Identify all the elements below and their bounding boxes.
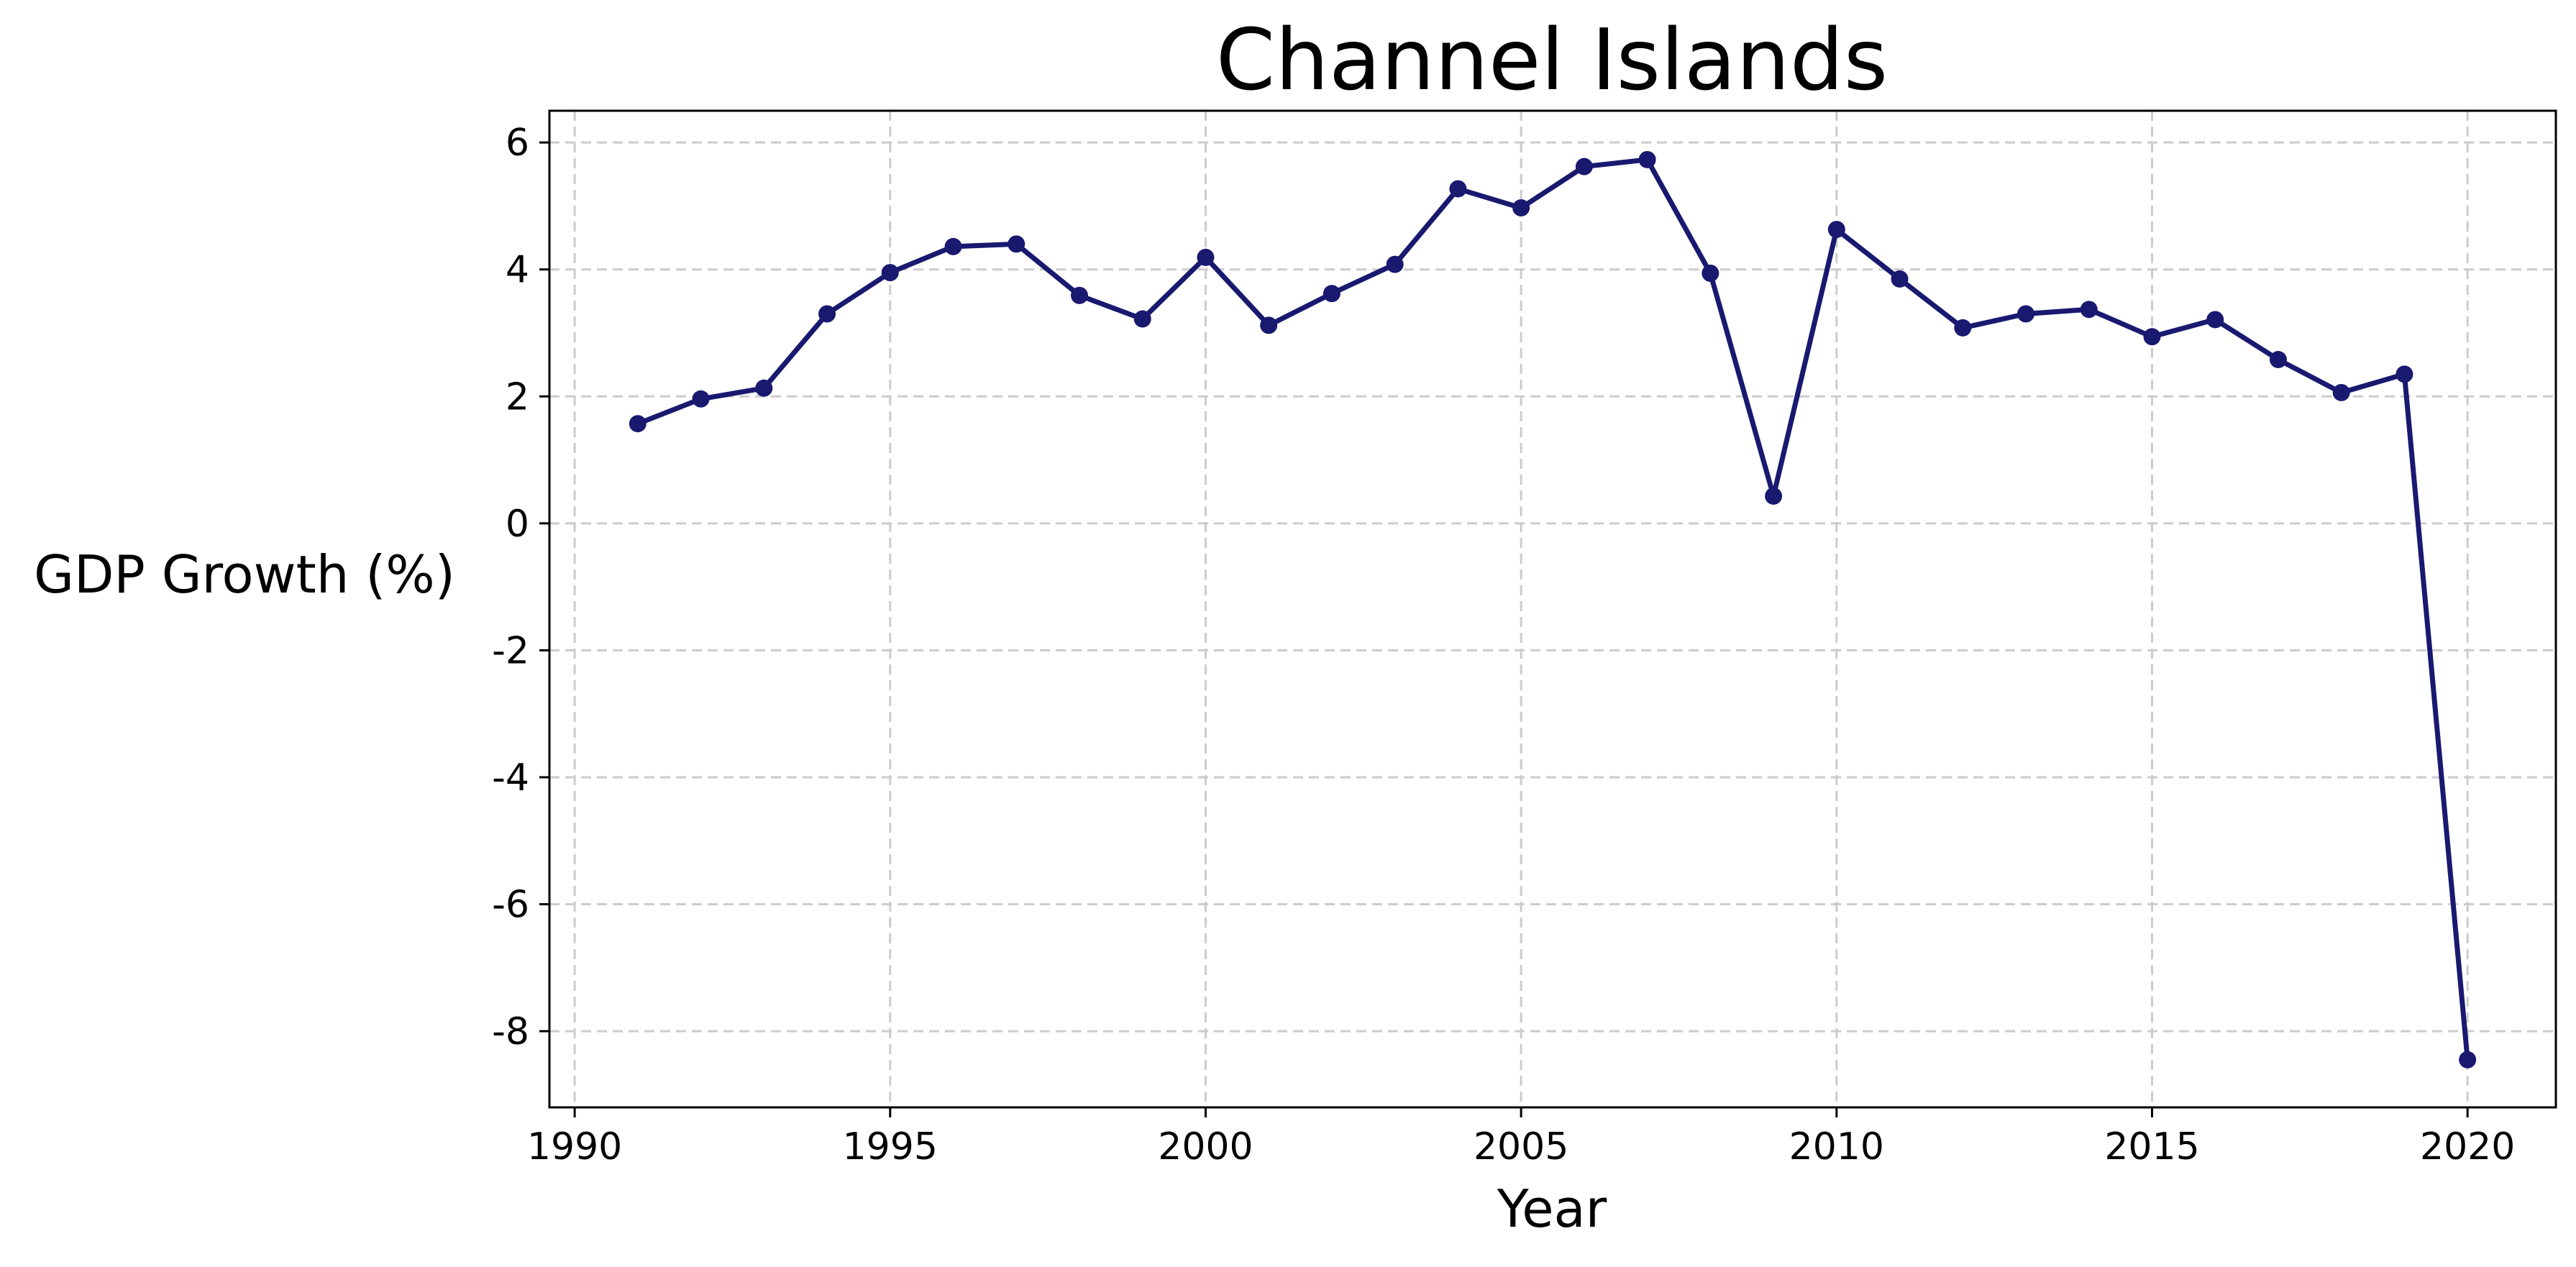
data-point [1512, 199, 1530, 217]
x-tick-label: 2020 [2420, 1125, 2515, 1168]
data-point [1260, 316, 1278, 334]
x-axis-label: Year [1497, 1179, 1607, 1239]
y-tick-label: -8 [492, 1010, 529, 1053]
data-point [1891, 270, 1909, 288]
data-point [692, 390, 710, 408]
x-tick-label: 1995 [843, 1125, 938, 1168]
data-point [2143, 328, 2161, 346]
data-point [1133, 310, 1151, 328]
data-point [629, 415, 647, 433]
y-tick-label: -2 [492, 629, 529, 672]
data-point [1197, 248, 1215, 266]
data-point [2332, 383, 2350, 401]
data-point [881, 264, 899, 282]
y-tick-label: 0 [506, 503, 529, 546]
x-tick-label: 2000 [1158, 1125, 1253, 1168]
data-point [2395, 365, 2413, 383]
data-point [1827, 221, 1845, 239]
y-tick-label: 4 [506, 249, 529, 292]
data-point [1070, 286, 1088, 304]
y-tick-label: -6 [492, 884, 529, 927]
data-point [1323, 285, 1340, 303]
data-point [1702, 264, 1719, 282]
data-point [2459, 1051, 2477, 1069]
data-point [1008, 235, 1026, 253]
data-point [2206, 311, 2224, 329]
data-point [1638, 150, 1656, 168]
y-tick-label: 6 [506, 122, 529, 165]
y-axis: -8 -6 -4 -2 0 2 4 6 [492, 122, 549, 1053]
chart-title: Channel Islands [1216, 10, 1888, 109]
data-point [818, 305, 836, 323]
data-point [1954, 319, 1972, 337]
x-tick-label: 2010 [1789, 1125, 1884, 1168]
y-tick-label: 2 [506, 375, 529, 418]
data-point [1575, 157, 1593, 175]
x-axis: 1990 1995 2000 2005 2010 2015 2020 [527, 1107, 2515, 1168]
x-tick-label: 1990 [527, 1125, 622, 1168]
data-point [2080, 301, 2098, 319]
y-tick-label: -4 [492, 756, 529, 800]
x-tick-label: 2015 [2104, 1125, 2199, 1168]
y-axis-label: GDP Growth (%) [34, 544, 455, 605]
data-point [2269, 351, 2287, 369]
data-point [944, 237, 962, 255]
data-point [1449, 180, 1467, 198]
data-point [755, 379, 773, 397]
x-tick-label: 2005 [1474, 1125, 1568, 1168]
grid [549, 111, 2556, 1107]
series-line [636, 157, 2470, 1061]
series-layer [629, 150, 2477, 1069]
plot-frame [548, 109, 2557, 1109]
data-point [1386, 255, 1404, 273]
data-point [1765, 487, 1783, 505]
data-point [2017, 305, 2035, 323]
